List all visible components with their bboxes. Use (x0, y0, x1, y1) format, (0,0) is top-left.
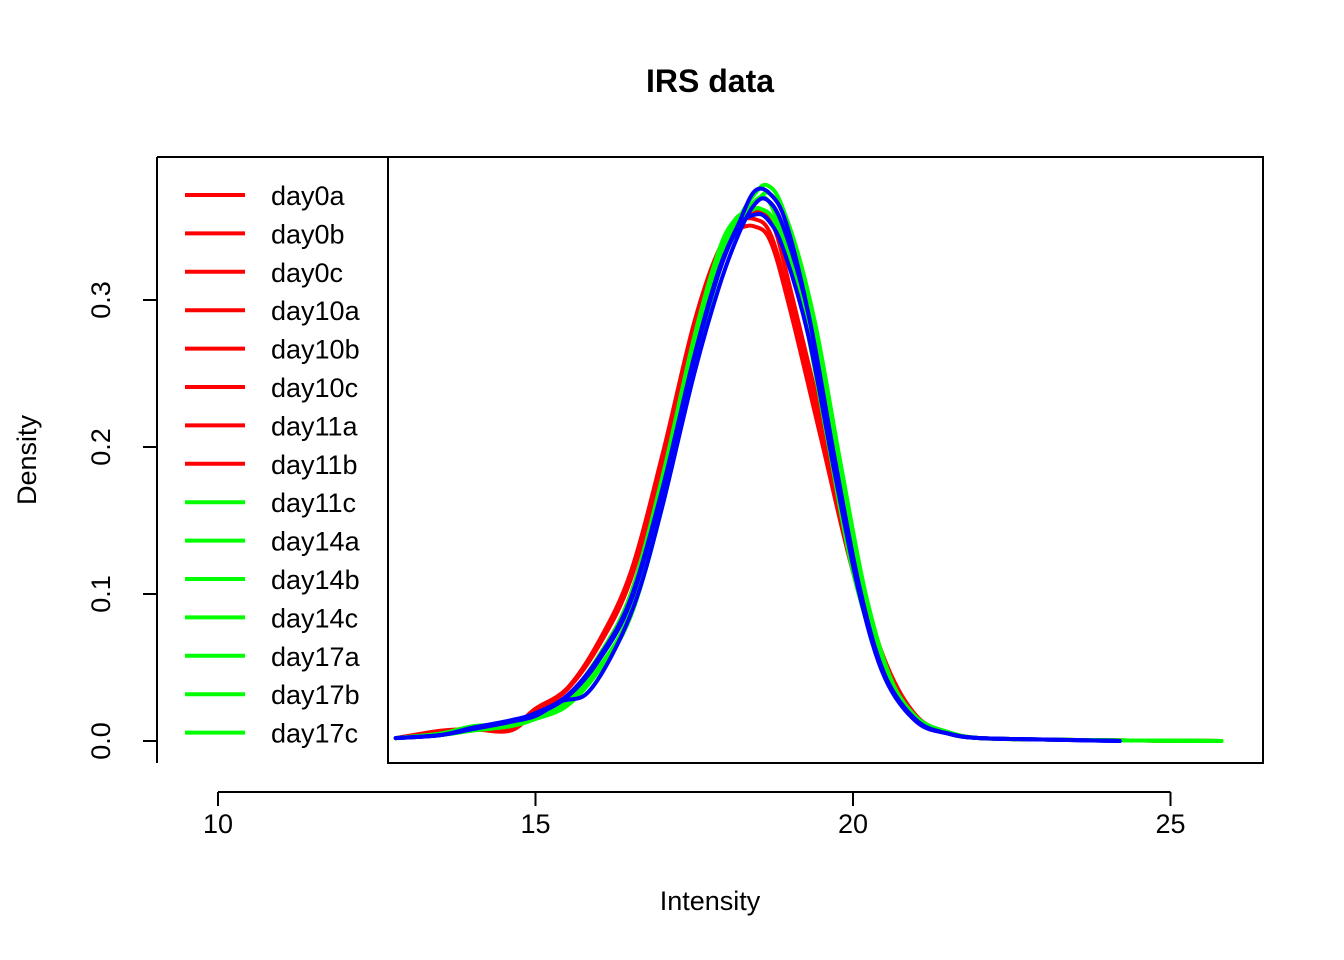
plot-frame (387, 156, 1264, 764)
x-tick-label: 15 (520, 809, 550, 839)
legend-box (157, 157, 388, 763)
legend-label: day0c (271, 258, 343, 288)
chart-title: IRS data (646, 63, 774, 99)
legend-label: day10c (271, 373, 358, 403)
legend-label: day10b (271, 335, 360, 365)
x-tick-label: 10 (203, 809, 233, 839)
legend-label: day14c (271, 603, 358, 633)
density-line-5 (393, 182, 1224, 743)
density-line-8 (393, 196, 1122, 743)
legend-label: day17b (271, 680, 360, 710)
y-tick-label: 0.0 (86, 722, 116, 760)
y-tick-label: 0.2 (86, 428, 116, 466)
x-axis-label: Intensity (660, 886, 761, 916)
y-tick-label: 0.1 (86, 575, 116, 613)
legend-label: day14b (271, 565, 360, 595)
density-line-10 (393, 186, 1122, 743)
legend-label: day14a (271, 527, 361, 557)
density-line-9 (393, 212, 1122, 743)
axes: 10 15 20 25 0.0 0.1 0.2 0.3 (86, 281, 1186, 839)
density-line-4 (393, 194, 1224, 743)
x-tick-label: 25 (1155, 809, 1185, 839)
legend: day0a day0b day0c day10a day10b day10c day11a d… (156, 156, 388, 763)
legend-label: day17a (271, 642, 361, 672)
legend-label: day11c (271, 488, 356, 518)
legend-label: day0b (271, 219, 345, 249)
legend-label: day11b (271, 450, 358, 480)
legend-label: day11a (271, 411, 359, 441)
y-tick-label: 0.3 (86, 281, 116, 319)
x-tick-label: 20 (838, 809, 868, 839)
series-layer (393, 182, 1224, 743)
y-axis-label: Density (12, 414, 42, 505)
legend-label: day0a (271, 181, 346, 211)
legend-label: day17c (271, 719, 358, 749)
density-line-7 (393, 190, 1224, 743)
legend-label: day10a (271, 296, 361, 326)
